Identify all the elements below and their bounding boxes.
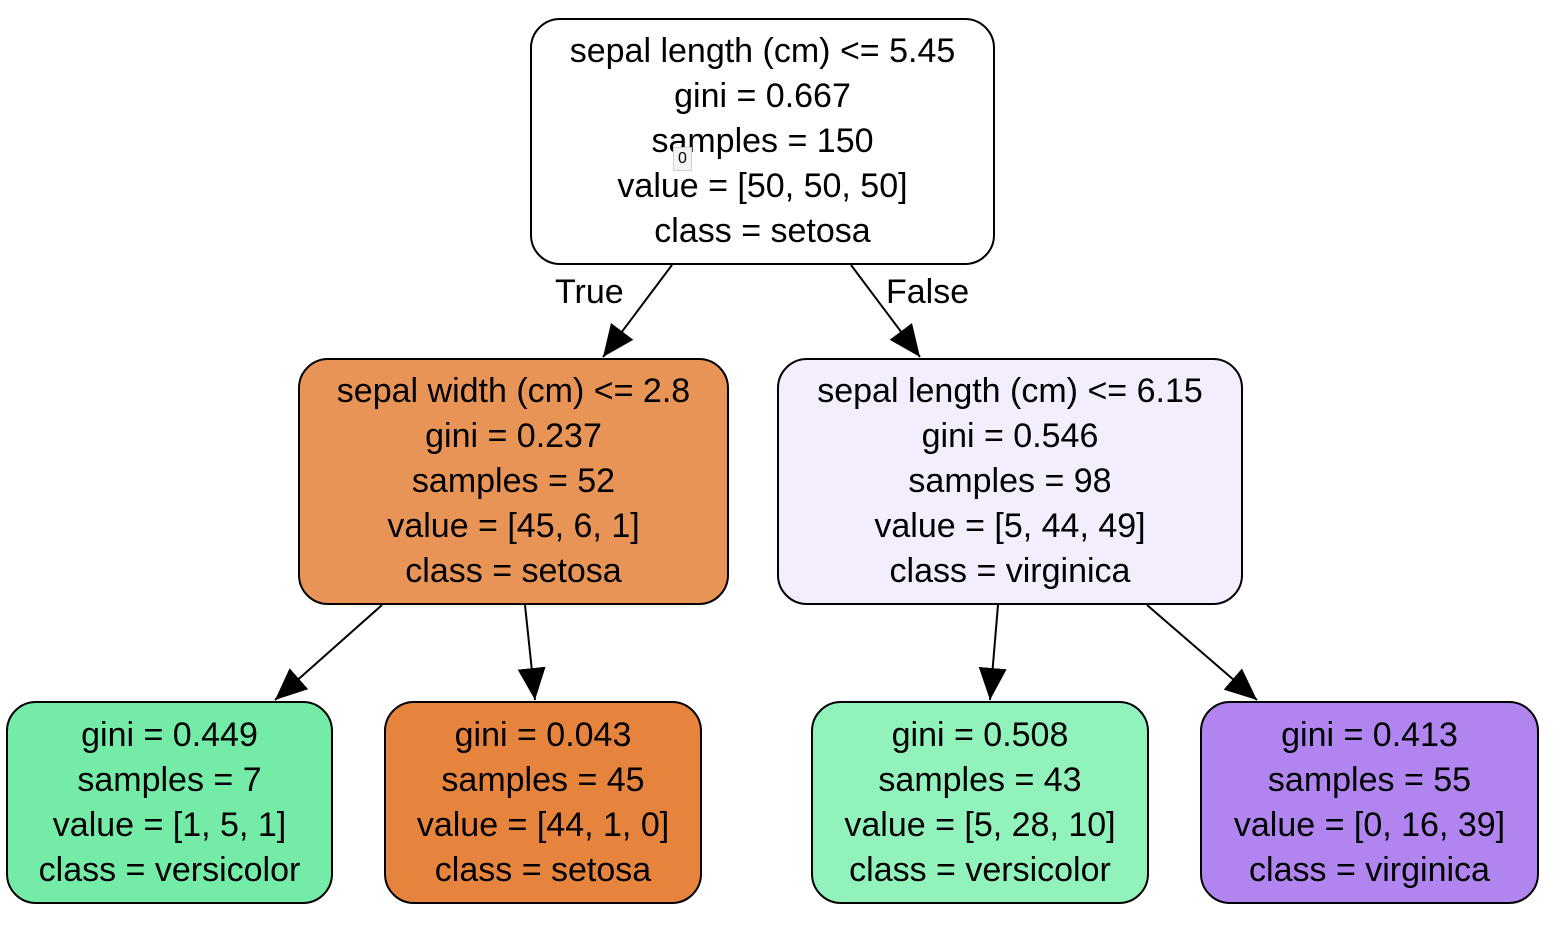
node-gini-text: gini = 0.667 bbox=[674, 77, 851, 115]
node-class-text: class = versicolor bbox=[38, 850, 301, 889]
node-samples-text: samples = 52 bbox=[411, 462, 616, 500]
node-value-text: value = [45, 6, 1] bbox=[387, 507, 640, 545]
node-samples-text: samples = 45 bbox=[441, 760, 645, 799]
edge-0-2 bbox=[850, 264, 921, 358]
node-value-text: value = [1, 5, 1] bbox=[52, 805, 287, 844]
node-gini-text: gini = 0.449 bbox=[81, 715, 258, 754]
node-gini-text: gini = 0.508 bbox=[891, 715, 1069, 754]
node-samples-text: samples = 55 bbox=[1267, 760, 1472, 799]
node-gini-text: gini = 0.546 bbox=[921, 417, 1099, 455]
tree-node-6: gini = 0.413 samples = 55 value = [0, 16, … bbox=[1200, 701, 1539, 904]
node-gini-text: gini = 0.237 bbox=[425, 417, 602, 455]
node-class-text: class = virginica bbox=[889, 552, 1131, 590]
node-class-text: class = setosa bbox=[654, 212, 871, 250]
node-split-text: sepal width (cm) <= 2.8 bbox=[336, 372, 691, 410]
tree-node-0: sepal length (cm) <= 5.45 gini = 0.667 sam… bbox=[530, 18, 995, 265]
node-value-text: value = [5, 28, 10] bbox=[844, 805, 1116, 844]
edge-1-3 bbox=[274, 604, 383, 701]
node-split-text: sepal length (cm) <= 6.15 bbox=[817, 372, 1203, 410]
edge-1-4 bbox=[517, 604, 546, 701]
edge-2-6 bbox=[1146, 604, 1258, 701]
node-id-badge: 0 bbox=[673, 147, 692, 171]
edge-label-true: True bbox=[555, 273, 624, 311]
node-samples-text: samples = 43 bbox=[878, 760, 1082, 799]
node-class-text: class = setosa bbox=[405, 552, 622, 590]
node-value-text: value = [44, 1, 0] bbox=[416, 805, 670, 844]
tree-node-1: sepal width (cm) <= 2.8 gini = 0.237 sampl… bbox=[298, 358, 729, 605]
tree-node-3: gini = 0.449 samples = 7 value = [1, 5, 1]… bbox=[6, 701, 333, 904]
edge-label-false: False bbox=[886, 273, 970, 311]
edge-2-5 bbox=[978, 604, 1007, 701]
tree-node-5: gini = 0.508 samples = 43 value = [5, 28, … bbox=[811, 701, 1149, 904]
node-value-text: value = [50, 50, 50] bbox=[617, 167, 908, 205]
node-class-text: class = versicolor bbox=[849, 850, 1111, 889]
node-gini-text: gini = 0.043 bbox=[454, 715, 632, 754]
node-samples-text: samples = 7 bbox=[77, 760, 262, 799]
node-value-text: value = [5, 44, 49] bbox=[874, 507, 1146, 545]
node-split-text: sepal length (cm) <= 5.45 bbox=[569, 32, 956, 70]
node-class-text: class = setosa bbox=[434, 850, 652, 889]
tree-node-4: gini = 0.043 samples = 45 value = [44, 1, … bbox=[384, 701, 702, 904]
edge-0-1 bbox=[602, 264, 673, 358]
node-value-text: value = [0, 16, 39] bbox=[1233, 805, 1506, 844]
node-samples-text: samples = 98 bbox=[908, 462, 1112, 500]
node-class-text: class = virginica bbox=[1249, 850, 1490, 889]
node-gini-text: gini = 0.413 bbox=[1281, 715, 1458, 754]
tree-node-2: sepal length (cm) <= 6.15 gini = 0.546 sam… bbox=[777, 358, 1243, 605]
